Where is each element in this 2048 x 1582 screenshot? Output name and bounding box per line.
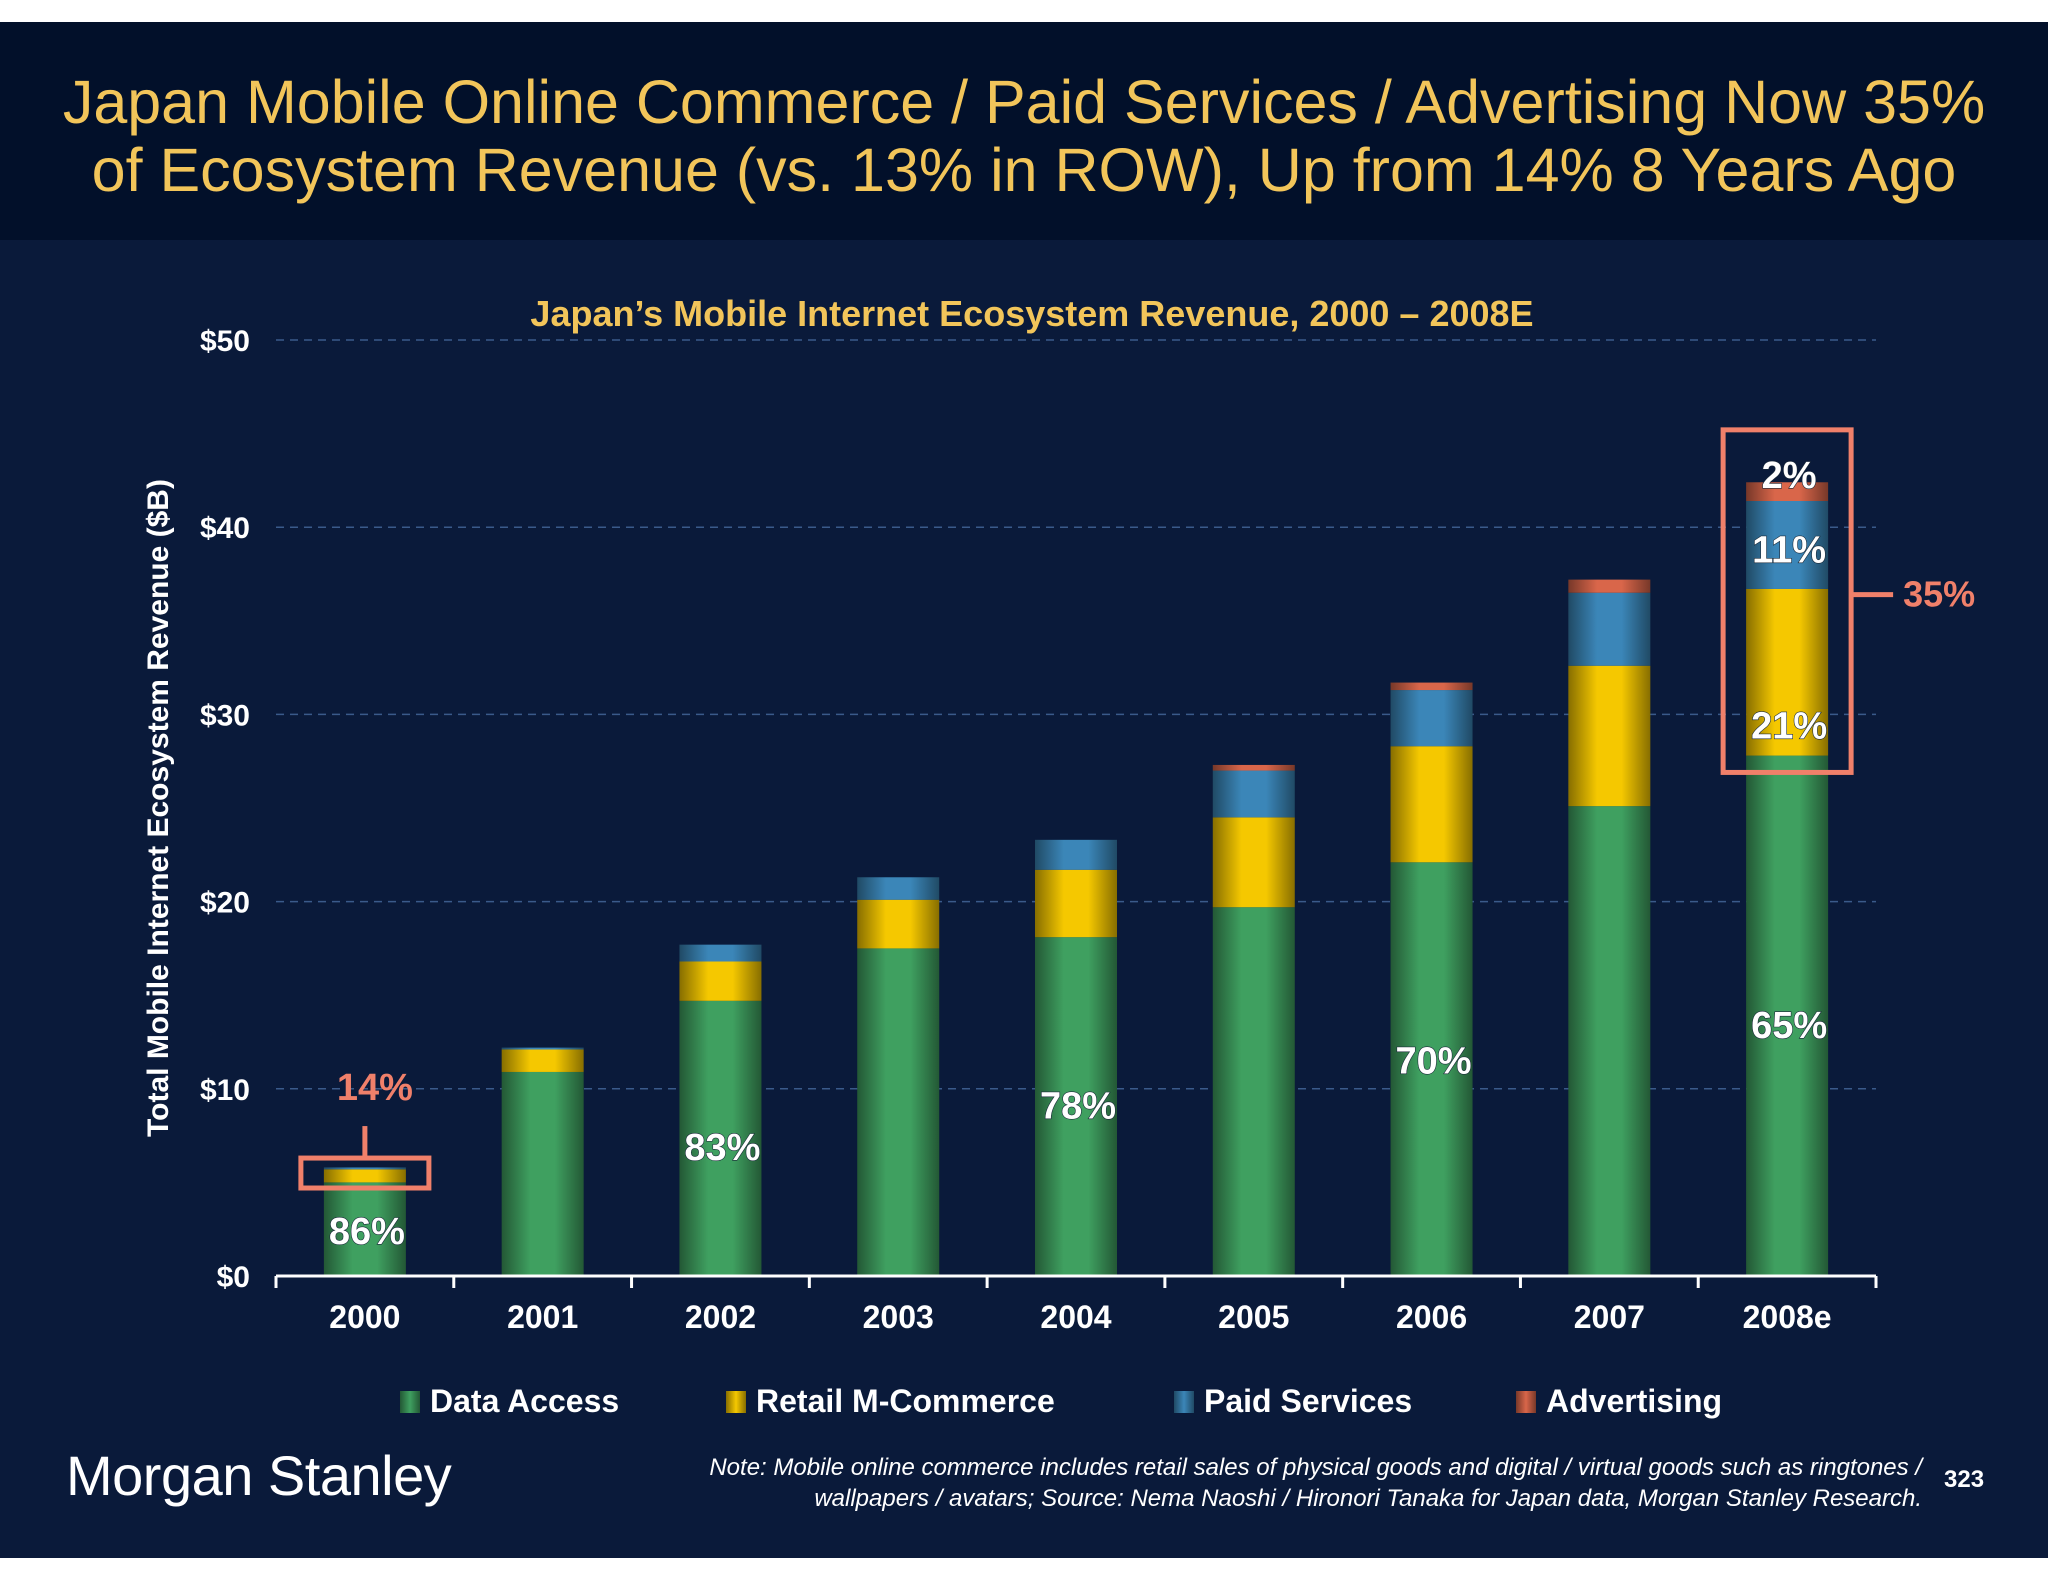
bar-retail-m-commerce-2004	[1035, 869, 1117, 938]
bar-paid-services-2008e	[1746, 500, 1829, 589]
bars-layer	[323, 482, 1829, 1276]
bar-paid-services-2007	[1568, 592, 1651, 666]
bar-paid-services-2000	[323, 1167, 406, 1170]
legend-label: Advertising	[1546, 1383, 1723, 1419]
bar-retail-m-commerce-2006	[1390, 746, 1473, 863]
bar-paid-services-2002	[679, 944, 762, 962]
data-label-2002-83pct: 83%	[684, 1127, 760, 1169]
legend-swatch	[400, 1390, 420, 1413]
y-tick-label: $30	[200, 699, 250, 732]
bar-data-access-2000	[323, 1182, 406, 1276]
bar-data-access-2001	[501, 1071, 584, 1276]
slide-title: Japan Mobile Online Commerce / Paid Serv…	[20, 68, 2028, 204]
x-tick-label-2004: 2004	[1040, 1299, 1111, 1335]
data-label-2008e-11pct: 11%	[1752, 530, 1826, 572]
annotation-layer: 14% 35%	[298, 427, 1975, 1191]
title-band: Japan Mobile Online Commerce / Paid Serv…	[0, 22, 2048, 240]
bar-retail-m-commerce-2001	[501, 1049, 584, 1072]
highlight-box-2008e	[1720, 427, 1854, 775]
x-tick-label-2003: 2003	[863, 1299, 934, 1335]
bar-advertising-2008e	[1746, 482, 1829, 501]
bar-paid-services-2001	[501, 1047, 584, 1050]
legend-label: Paid Services	[1204, 1383, 1413, 1419]
bar-data-access-2006	[1390, 862, 1473, 1276]
legend-swatch	[1516, 1390, 1536, 1413]
bar-paid-services-2004	[1035, 839, 1117, 870]
stacked-bar-chart: Japan’s Mobile Internet Ecosystem Revenu…	[142, 293, 1975, 1335]
legend-item-advertising: Advertising	[1516, 1383, 1722, 1420]
bar-advertising-2007	[1568, 579, 1651, 593]
data-label-2006-70pct: 70%	[1396, 1041, 1472, 1083]
bar-data-access-2004	[1035, 937, 1117, 1276]
x-tick-label-2006: 2006	[1396, 1299, 1467, 1335]
legend-label: Data Access	[430, 1383, 620, 1419]
page-number: 323	[1944, 1466, 1985, 1493]
bar-retail-m-commerce-2005	[1212, 817, 1295, 908]
x-tick-label-2002: 2002	[685, 1299, 756, 1335]
y-tick-label: $20	[200, 887, 250, 920]
bar-retail-m-commerce-2008e	[1746, 588, 1829, 756]
y-tick-label: $0	[217, 1261, 250, 1294]
axis-layer: Japan’s Mobile Internet Ecosystem Revenu…	[142, 293, 1878, 1335]
callout-label-2000: 14%	[337, 1067, 413, 1109]
bar-data-access-2003	[857, 948, 940, 1276]
slide: Japan Mobile Online Commerce / Paid Serv…	[0, 22, 2048, 1558]
bar-paid-services-2003	[857, 877, 940, 900]
legend-label: Retail M-Commerce	[756, 1383, 1055, 1419]
y-axis-label: Total Mobile Internet Ecosystem Revenue …	[142, 479, 175, 1137]
bar-retail-m-commerce-2003	[857, 899, 940, 949]
callout-label-2008e: 35%	[1903, 574, 1975, 615]
footnote: Note: Mobile online commerce includes re…	[522, 1452, 1922, 1514]
bar-data-access-2002	[679, 1000, 762, 1276]
y-tick-label: $40	[200, 512, 250, 545]
bar-retail-m-commerce-2007	[1568, 665, 1651, 807]
slide-title-line-1: Japan Mobile Online Commerce / Paid Serv…	[62, 68, 1986, 136]
bar-retail-m-commerce-2002	[679, 961, 762, 1001]
data-label-2008e-2pct: 2%	[1762, 455, 1817, 497]
legend-item-data-access: Data Access	[400, 1383, 619, 1420]
bar-paid-services-2005	[1212, 770, 1295, 818]
bar-advertising-2005	[1212, 764, 1295, 771]
footnote-line-2: wallpapers / avatars; Source: Nema Naosh…	[814, 1485, 1922, 1512]
legend-item-retail-m-commerce: Retail M-Commerce	[726, 1383, 1055, 1420]
legend-item-paid-services: Paid Services	[1174, 1383, 1412, 1420]
bar-retail-m-commerce-2000	[323, 1169, 406, 1183]
legend-swatch	[1174, 1390, 1194, 1413]
data-label-2000-86pct: 86%	[329, 1211, 405, 1253]
bar-data-access-2005	[1212, 907, 1295, 1276]
x-tick-label-2008e: 2008e	[1743, 1299, 1832, 1335]
bar-data-access-2007	[1568, 806, 1651, 1276]
chart-title: Japan’s Mobile Internet Ecosystem Revenu…	[530, 293, 1533, 334]
morgan-stanley-logo: Morgan Stanley	[66, 1444, 452, 1507]
data-label-2004-78pct: 78%	[1040, 1086, 1116, 1128]
slide-title-line-2: of Ecosystem Revenue (vs. 13% in ROW), U…	[91, 136, 1957, 204]
legend-swatch	[726, 1390, 746, 1413]
data-label-2008e-21pct: 21%	[1751, 706, 1827, 748]
bar-data-access-2008e	[1746, 755, 1829, 1276]
footnote-line-1: Note: Mobile online commerce includes re…	[709, 1454, 1922, 1481]
y-tick-label: $50	[200, 325, 250, 358]
bar-advertising-2006	[1390, 682, 1473, 691]
x-tick-label-2000: 2000	[329, 1299, 400, 1335]
x-tick-label-2001: 2001	[507, 1299, 578, 1335]
y-tick-label: $10	[200, 1074, 250, 1107]
bar-paid-services-2006	[1390, 690, 1473, 747]
x-tick-label-2005: 2005	[1218, 1299, 1289, 1335]
labels-layer: 86% 83% 78% 70% 65% 21% 11% 2%	[328, 454, 1827, 1253]
x-tick-label-2007: 2007	[1574, 1299, 1645, 1335]
data-label-2008e-65pct: 65%	[1751, 1005, 1827, 1047]
